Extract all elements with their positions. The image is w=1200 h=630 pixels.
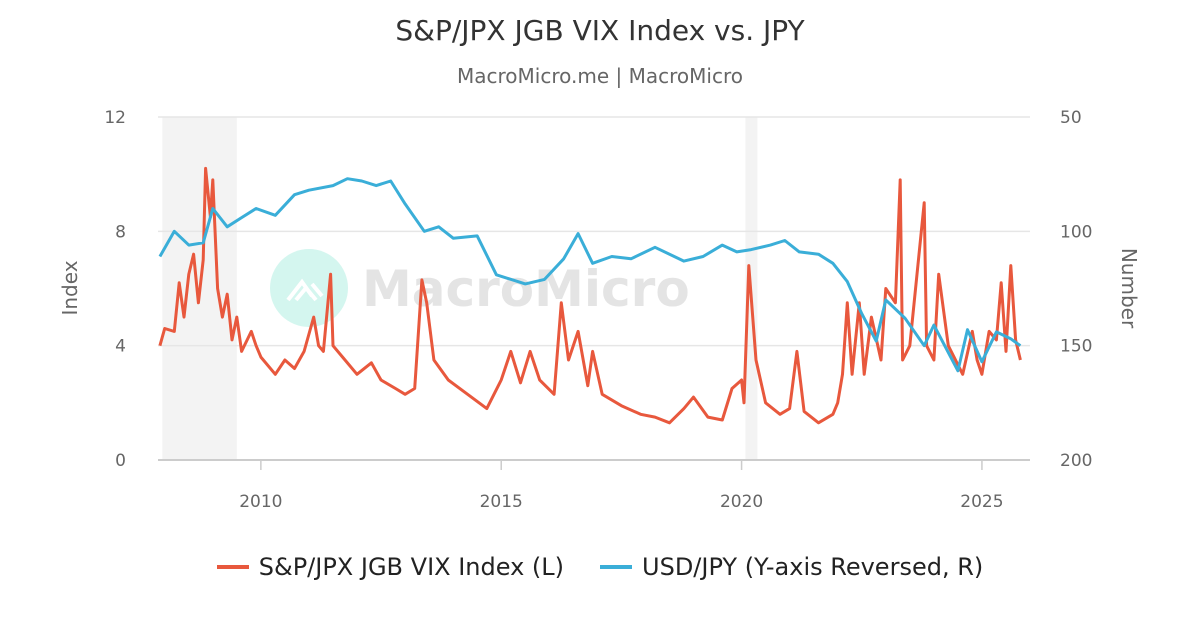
y-left-tick-label: 8 bbox=[115, 222, 126, 242]
legend-item-jgb-vix[interactable]: S&P/JPX JGB VIX Index (L) bbox=[216, 553, 565, 581]
legend-swatch bbox=[216, 565, 249, 569]
y-right-tick-label: 50 bbox=[1060, 108, 1082, 128]
legend-item-usdjpy[interactable]: USD/JPY (Y-axis Reversed, R) bbox=[600, 553, 983, 581]
series-line-jgb-vix bbox=[158, 166, 1022, 425]
y-right-tick-label: 100 bbox=[1060, 222, 1092, 242]
chart-title: S&P/JPX JGB VIX Index vs. JPY bbox=[395, 14, 805, 47]
x-tick-label: 2025 bbox=[960, 492, 1003, 512]
watermark-text: MacroMicro bbox=[362, 260, 690, 318]
x-tick-label: 2010 bbox=[239, 492, 282, 512]
watermark-mountain-icon bbox=[286, 278, 324, 302]
x-tick-label: 2015 bbox=[480, 492, 523, 512]
chart-subtitle: MacroMicro.me | MacroMicro bbox=[457, 64, 743, 88]
legend-label: USD/JPY (Y-axis Reversed, R) bbox=[642, 553, 984, 581]
legend-label: S&P/JPX JGB VIX Index (L) bbox=[258, 553, 565, 581]
watermark-logo-icon bbox=[270, 249, 348, 327]
y-left-tick-label: 4 bbox=[115, 337, 126, 357]
y-right-axis-title: Number bbox=[1117, 248, 1141, 329]
y-right-tick-label: 200 bbox=[1060, 451, 1092, 471]
y-left-tick-label: 12 bbox=[104, 108, 126, 128]
y-left-axis-title: Index bbox=[58, 260, 82, 315]
legend: S&P/JPX JGB VIX Index (L) USD/JPY (Y-axi… bbox=[0, 553, 1200, 581]
series-line-usdjpy bbox=[158, 177, 1022, 373]
y-left-tick-label: 0 bbox=[115, 451, 126, 471]
x-tick-label: 2020 bbox=[720, 492, 763, 512]
y-right-tick-label: 150 bbox=[1060, 337, 1092, 357]
legend-swatch bbox=[600, 565, 633, 569]
